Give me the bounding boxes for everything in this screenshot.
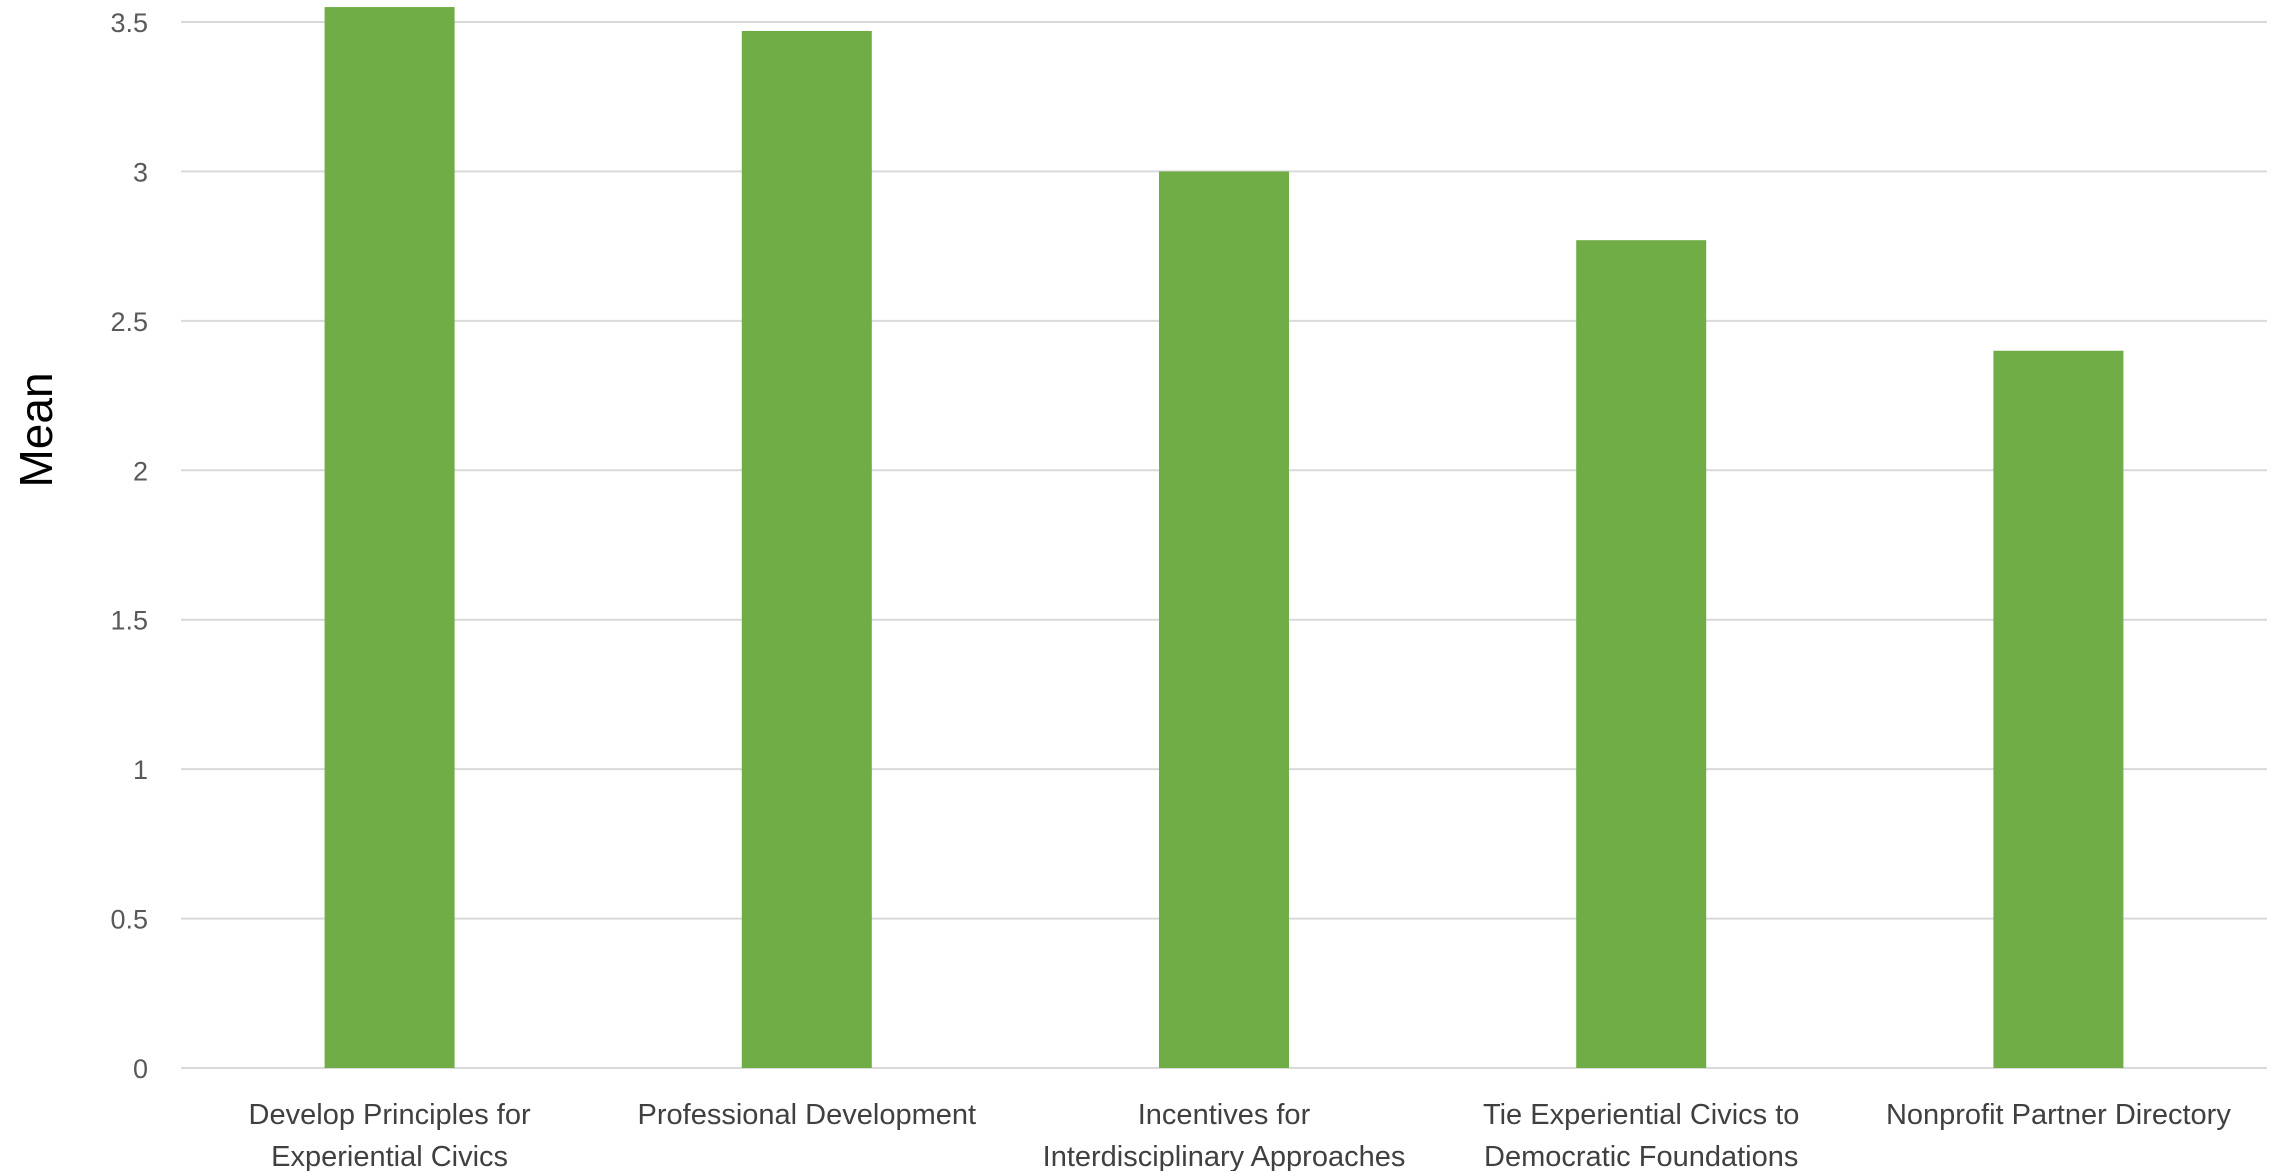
y-tick-label: 0: [133, 1054, 148, 1084]
bar: [1576, 240, 1707, 1068]
x-category-label: Professional Development: [638, 1099, 977, 1131]
y-tick-label: 2.5: [110, 307, 148, 337]
y-tick-label: 3.5: [110, 8, 148, 38]
y-tick-label: 1.5: [110, 606, 148, 636]
y-tick-label: 0.5: [110, 905, 148, 935]
x-category-label: Develop Principles for Experiential Civic…: [249, 1099, 531, 1171]
x-category-label: Incentives for Interdisciplinary Approach…: [1043, 1099, 1406, 1171]
bar: [1993, 350, 2124, 1068]
x-category-label: Nonprofit Partner Directory: [1886, 1099, 2231, 1131]
y-axis-title: Mean: [10, 372, 62, 487]
x-axis-categories: Develop Principles for Experiential Civic…: [249, 1099, 2232, 1173]
bar: [324, 7, 455, 1069]
y-tick-label: 3: [133, 157, 148, 187]
bars: [324, 7, 2124, 1069]
bar: [741, 30, 872, 1069]
y-tick-label: 1: [133, 755, 148, 785]
y-axis-ticks: 0 0.5 1 1.5 2 2.5 3 3.5: [110, 8, 148, 1084]
x-category-label: Tie Experiential Civics to Democratic Fou…: [1483, 1099, 1799, 1171]
bar: [1159, 171, 1289, 1068]
y-tick-label: 2: [133, 456, 148, 486]
